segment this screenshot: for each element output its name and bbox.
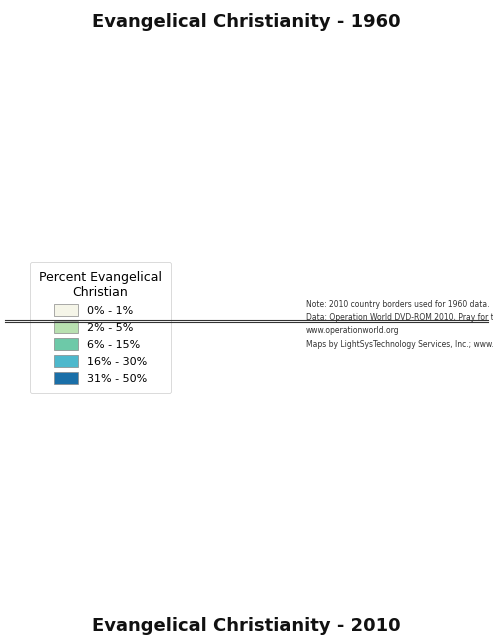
- Text: Evangelical Christianity - 1960: Evangelical Christianity - 1960: [92, 13, 401, 31]
- Text: Note: 2010 country borders used for 1960 data.
Data: Operation World DVD-ROM 201: Note: 2010 country borders used for 1960…: [306, 300, 493, 349]
- Text: Evangelical Christianity - 2010: Evangelical Christianity - 2010: [92, 617, 401, 635]
- Legend: 0% - 1%, 2% - 5%, 6% - 15%, 16% - 30%, 31% - 50%: 0% - 1%, 2% - 5%, 6% - 15%, 16% - 30%, 3…: [30, 262, 171, 393]
